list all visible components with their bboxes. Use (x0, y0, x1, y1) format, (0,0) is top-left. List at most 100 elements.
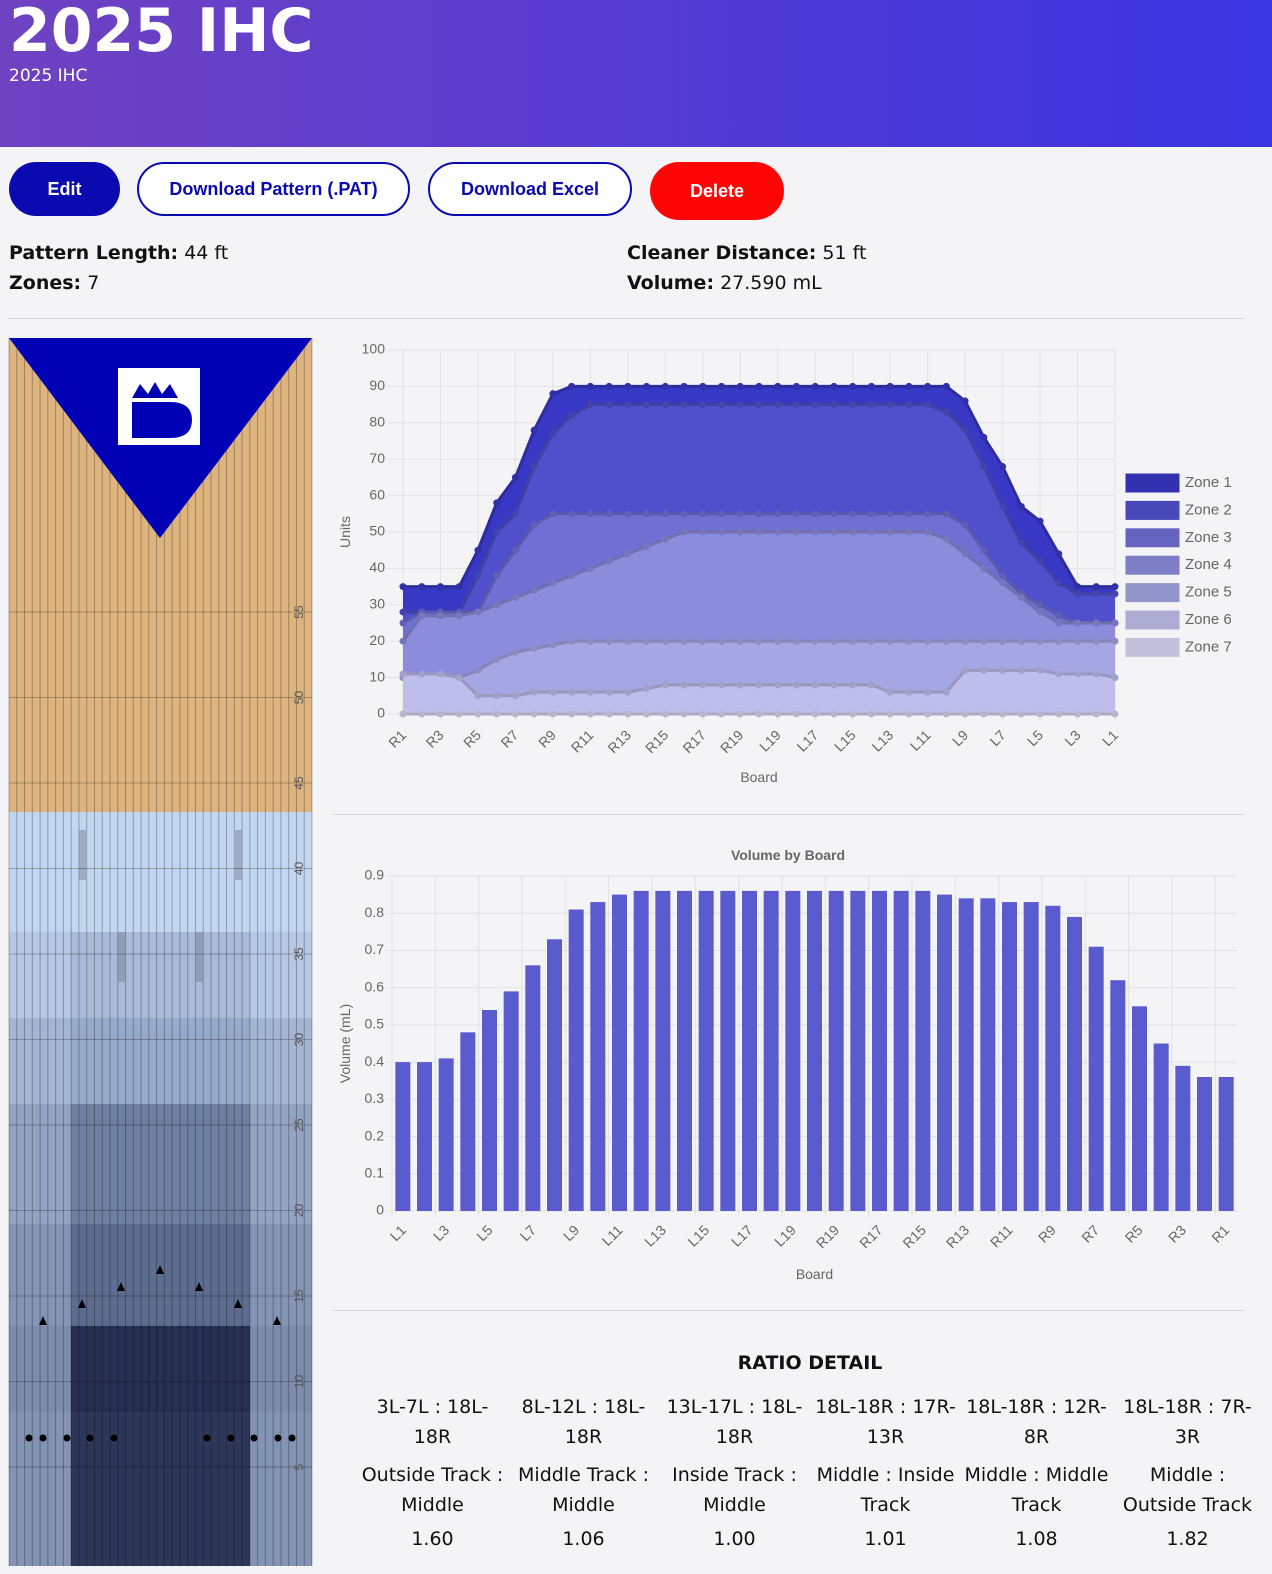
bar (655, 890, 671, 1211)
ratio-value: 1.01 (864, 1528, 907, 1550)
bar (763, 890, 779, 1211)
x-tick-label: R11 (987, 1222, 1016, 1251)
data-point (643, 637, 651, 645)
x-tick-label: R5 (1122, 1222, 1146, 1246)
x-tick-label: L15 (831, 727, 859, 755)
data-point (924, 382, 932, 390)
data-point (961, 426, 969, 434)
download-pattern-button[interactable]: Download Pattern (.PAT) (137, 162, 410, 216)
edit-button[interactable]: Edit (9, 162, 120, 216)
x-tick-label: R15 (642, 727, 672, 757)
ratio-track: Inside Track : Middle (672, 1464, 797, 1516)
bar (1218, 1077, 1234, 1211)
data-point (718, 382, 726, 390)
info-item: Zones: 7 (9, 272, 99, 294)
data-point (718, 510, 726, 518)
data-point (661, 637, 669, 645)
area-fill (403, 670, 1115, 714)
data-point (905, 510, 913, 518)
data-point (399, 637, 407, 645)
lane-marker (235, 830, 242, 880)
data-point (999, 666, 1007, 674)
data-point (867, 401, 875, 409)
lane-zone (71, 812, 250, 932)
data-point (1111, 619, 1119, 627)
x-tick-label: R9 (1035, 1222, 1059, 1246)
data-point (1111, 590, 1119, 598)
x-tick-label: R1 (385, 727, 409, 751)
data-point (774, 382, 782, 390)
x-tick-label: R17 (856, 1222, 886, 1252)
data-point (530, 462, 538, 470)
data-point (699, 528, 707, 536)
data-point (811, 510, 819, 518)
data-point (680, 401, 688, 409)
bar (958, 898, 974, 1211)
y-tick-label: 0.1 (365, 1164, 385, 1180)
y-tick-label: 80 (369, 414, 385, 430)
lane-dot (288, 1434, 296, 1442)
legend-swatch (1125, 555, 1180, 575)
data-point (474, 692, 482, 700)
lane-dot (274, 1434, 282, 1442)
data-point (830, 510, 838, 518)
data-point (1017, 666, 1025, 674)
lane-dot (86, 1434, 94, 1442)
data-point (718, 681, 726, 689)
bar (742, 890, 757, 1211)
bar (785, 890, 801, 1211)
data-point (680, 510, 688, 518)
data-point (661, 382, 669, 390)
data-point (1111, 674, 1119, 682)
lane-zone (71, 1326, 250, 1412)
bar (915, 890, 931, 1211)
data-point (811, 382, 819, 390)
bar (1197, 1077, 1212, 1211)
ratio-column: 3L-7L : 18L-18R Outside Track : Middle 1.6… (357, 1386, 508, 1554)
data-point (980, 462, 988, 470)
ratio-ratio: 18L-18R : 7R-3R (1123, 1396, 1252, 1448)
data-point (792, 382, 800, 390)
data-point (493, 710, 501, 718)
data-point (774, 510, 782, 518)
ratio-column: 18L-18R : 17R-13R Middle : Inside Track 1.… (810, 1386, 961, 1554)
ratio-value: 1.00 (713, 1528, 756, 1550)
data-point (886, 382, 894, 390)
data-point (455, 710, 463, 718)
data-point (849, 510, 857, 518)
data-point (624, 688, 632, 696)
bar (633, 890, 649, 1211)
legend-label: Zone 3 (1185, 529, 1232, 546)
data-point (924, 528, 932, 536)
ratio-track: Middle : Middle Track (964, 1464, 1109, 1516)
x-tick-label: L11 (907, 727, 934, 754)
x-tick-label: R5 (460, 727, 484, 751)
data-point (568, 688, 576, 696)
lane-arrow (156, 1265, 164, 1274)
x-tick-label: R7 (1078, 1222, 1102, 1246)
legend-swatch (1125, 610, 1180, 630)
y-tick-label: 0 (376, 1202, 384, 1218)
ratio-track: Middle : Outside Track (1122, 1464, 1253, 1516)
bar (1110, 980, 1126, 1211)
x-tick-label: L19 (756, 727, 784, 755)
lane-marker (79, 830, 86, 880)
lane-dot (203, 1434, 211, 1442)
y-tick-label: 0.6 (365, 978, 385, 994)
download-excel-button[interactable]: Download Excel (428, 162, 632, 216)
data-point (942, 710, 950, 718)
data-point (1055, 619, 1063, 627)
delete-button[interactable]: Delete (650, 162, 784, 220)
bar (568, 909, 584, 1211)
lane-zone (71, 1224, 250, 1326)
bar (980, 898, 996, 1211)
data-point (961, 637, 969, 645)
data-point (680, 637, 688, 645)
data-point (736, 382, 744, 390)
distance-label: 10 (292, 1375, 306, 1389)
data-point (568, 382, 576, 390)
data-point (699, 510, 707, 518)
data-point (1074, 619, 1082, 627)
bar (1175, 1065, 1191, 1211)
data-point (718, 637, 726, 645)
